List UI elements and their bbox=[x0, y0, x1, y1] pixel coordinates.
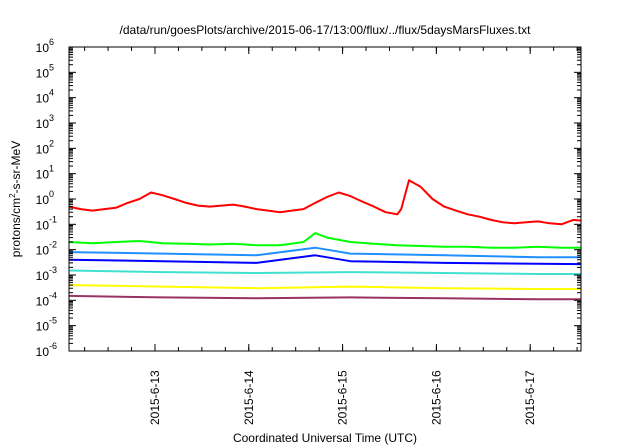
x-tick-label: 2015-6-13 bbox=[148, 370, 162, 425]
x-tick-label: 2015-6-15 bbox=[336, 370, 350, 425]
y-tick-label: 10 bbox=[36, 168, 50, 182]
y-tick-label-exp: 6 bbox=[49, 37, 54, 47]
series-line-2 bbox=[68, 232, 581, 249]
y-tick-label-base: 10 bbox=[36, 218, 50, 232]
y-tick-label-exp: -4 bbox=[49, 290, 57, 300]
y-tick-label: 10 bbox=[36, 345, 50, 359]
series-line-6 bbox=[68, 284, 581, 290]
series-line-1 bbox=[68, 179, 582, 226]
y-tick-label-exp: 0 bbox=[49, 189, 54, 199]
y-tick-label-exp: 5 bbox=[49, 62, 54, 72]
y-tick-label-base: 10 bbox=[36, 41, 50, 55]
y-tick-label: 10 bbox=[36, 92, 50, 106]
series-line-7 bbox=[68, 294, 581, 301]
y-tick-label-base: 10 bbox=[36, 244, 50, 258]
y-axis-label-rest: -s-sr-MeV bbox=[9, 141, 23, 194]
y-axis-label: protons/cm2-s-sr-MeV bbox=[8, 141, 23, 257]
y-tick-label-exp: 1 bbox=[49, 164, 54, 174]
x-tick-label: 2015-6-16 bbox=[429, 370, 443, 425]
y-tick-label: 10 bbox=[36, 117, 50, 131]
y-tick-label-exp: 4 bbox=[49, 88, 54, 98]
y-tick-label-exp: -5 bbox=[49, 316, 57, 326]
y-tick-label-exp: -3 bbox=[49, 265, 57, 275]
y-tick-label-base: 10 bbox=[36, 320, 50, 334]
series-layer bbox=[68, 179, 582, 301]
y-tick-label-exp: -1 bbox=[49, 214, 57, 224]
x-tick-label: 2015-6-17 bbox=[523, 370, 537, 425]
series-line-4 bbox=[68, 254, 582, 266]
y-tick-label-base: 10 bbox=[36, 142, 50, 156]
y-tick-label: 10 bbox=[36, 193, 50, 207]
y-tick-label-exp: 2 bbox=[49, 138, 54, 148]
y-tick-label-base: 10 bbox=[36, 294, 50, 308]
y-tick-label: 10 bbox=[36, 269, 50, 283]
y-tick-label: 10 bbox=[36, 218, 50, 232]
y-axis-label-base: protons/cm bbox=[9, 198, 23, 257]
series-line-3 bbox=[68, 246, 581, 259]
y-tick-label: 10 bbox=[36, 66, 50, 80]
y-tick-label: 10 bbox=[36, 320, 50, 334]
chart-title: /data/run/goesPlots/archive/2015-06-17/1… bbox=[120, 23, 532, 37]
y-tick-label-base: 10 bbox=[36, 92, 50, 106]
y-tick-label-exp: 3 bbox=[49, 113, 54, 123]
y-tick-label: 10 bbox=[36, 142, 50, 156]
x-axis-label: Coordinated Universal Time (UTC) bbox=[233, 431, 417, 445]
y-tick-label: 10 bbox=[36, 294, 50, 308]
y-tick-label: 10 bbox=[36, 244, 50, 258]
y-tick-label-base: 10 bbox=[36, 168, 50, 182]
y-axis-label-sup: 2 bbox=[8, 193, 17, 198]
y-tick-label-base: 10 bbox=[36, 66, 50, 80]
y-tick-label-base: 10 bbox=[36, 345, 50, 359]
y-tick-label-exp: -2 bbox=[49, 240, 57, 250]
x-tick-label: 2015-6-14 bbox=[242, 370, 256, 425]
y-tick-label: 10 bbox=[36, 41, 50, 55]
y-tick-label-base: 10 bbox=[36, 117, 50, 131]
y-tick-label-base: 10 bbox=[36, 269, 50, 283]
series-line-5 bbox=[68, 269, 581, 275]
y-tick-label-base: 10 bbox=[36, 193, 50, 207]
y-tick-label-exp: -6 bbox=[49, 341, 57, 351]
y-axis-ticks: 10 -610 -510 -410 -310 -210 -110 010 110 210 310 41… bbox=[36, 37, 581, 359]
x-axis-ticks: 2015-6-13 2015-6-14 2015-6-15 2015-6-16 2015… bbox=[84, 47, 578, 425]
